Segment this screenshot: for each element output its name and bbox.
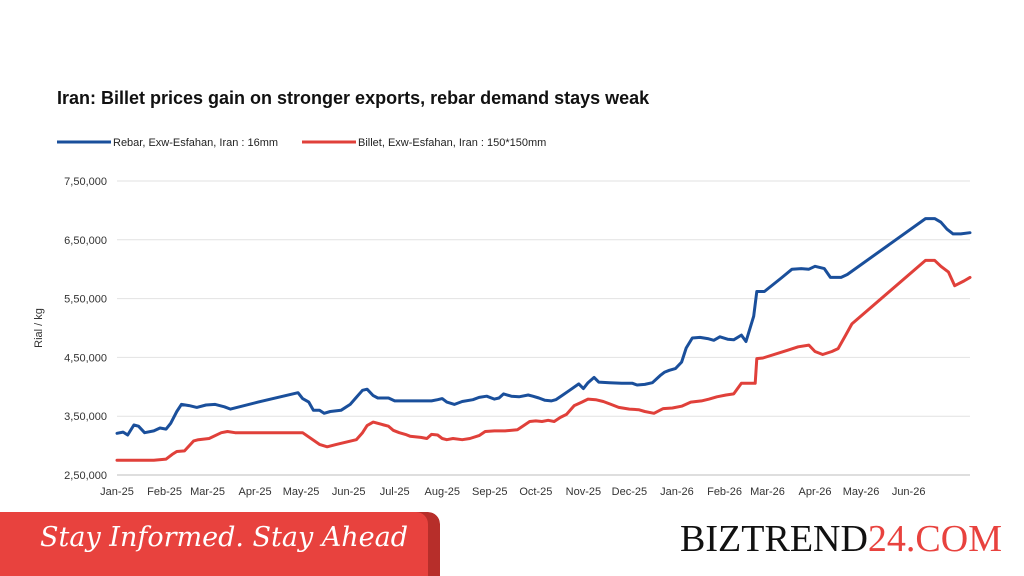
series-layer (115, 217, 972, 462)
y-tick-label: 3,50,000 (64, 411, 107, 423)
x-tick-label: Jul-25 (380, 486, 410, 498)
x-tick-label: Jun-26 (892, 486, 926, 498)
x-tick-label: May-25 (283, 486, 320, 498)
brand-logo: BIZTREND24.COM (680, 516, 1002, 562)
y-axis-label: Rial / kg (33, 308, 45, 348)
x-tick-label: Oct-25 (519, 486, 552, 498)
x-tick-label: Apr-25 (239, 486, 272, 498)
y-tick-label: 2,50,000 (64, 470, 107, 482)
y-tick-label: 6,50,000 (64, 235, 107, 247)
chart-title: Iran: Billet prices gain on stronger exp… (57, 88, 650, 108)
legend: Rebar, Exw-Esfahan, Iran : 16mm Billet, E… (57, 137, 546, 149)
series-line-rebar (115, 217, 972, 437)
tagline-text: Stay Informed. Stay Ahead (40, 522, 409, 553)
brand-part-3: .COM (905, 518, 1002, 560)
grid-layer (117, 180, 970, 476)
x-tick-label: Nov-25 (566, 486, 601, 498)
x-tick-label: Apr-26 (799, 486, 832, 498)
x-tick-label: Mar-26 (750, 486, 785, 498)
y-tick-label: 5,50,000 (64, 294, 107, 306)
tagline-banner (0, 512, 440, 576)
y-tick-label: 7,50,000 (64, 176, 107, 188)
y-tick-label: 4,50,000 (64, 352, 107, 364)
x-tick-labels: Jan-25 Feb-25 Mar-25 Apr-25 May-25 Jun-25 Jul-… (100, 486, 925, 498)
brand-part-2: 24 (867, 518, 906, 560)
x-tick-label: Jan-26 (660, 486, 694, 498)
x-tick-label: Jan-25 (100, 486, 134, 498)
brand-part-1: BIZTREND (680, 518, 868, 560)
legend-label: Billet, Exw-Esfahan, Iran : 150*150mm (358, 137, 546, 149)
legend-label: Rebar, Exw-Esfahan, Iran : 16mm (113, 137, 278, 149)
legend-item: Billet, Exw-Esfahan, Iran : 150*150mm (302, 137, 546, 149)
banner-main (0, 512, 428, 576)
x-tick-label: Dec-25 (612, 486, 647, 498)
x-tick-label: Sep-25 (472, 486, 507, 498)
series-line-billet (115, 258, 972, 462)
legend-item: Rebar, Exw-Esfahan, Iran : 16mm (57, 137, 278, 149)
x-tick-label: Aug-25 (425, 486, 460, 498)
x-tick-label: Jun-25 (332, 486, 366, 498)
y-tick-labels: 2,50,000 3,50,000 4,50,000 5,50,000 6,50,000… (64, 176, 107, 482)
x-tick-label: Feb-26 (707, 486, 742, 498)
x-tick-label: May-26 (843, 486, 880, 498)
x-tick-label: Mar-25 (190, 486, 225, 498)
x-tick-label: Feb-25 (147, 486, 182, 498)
